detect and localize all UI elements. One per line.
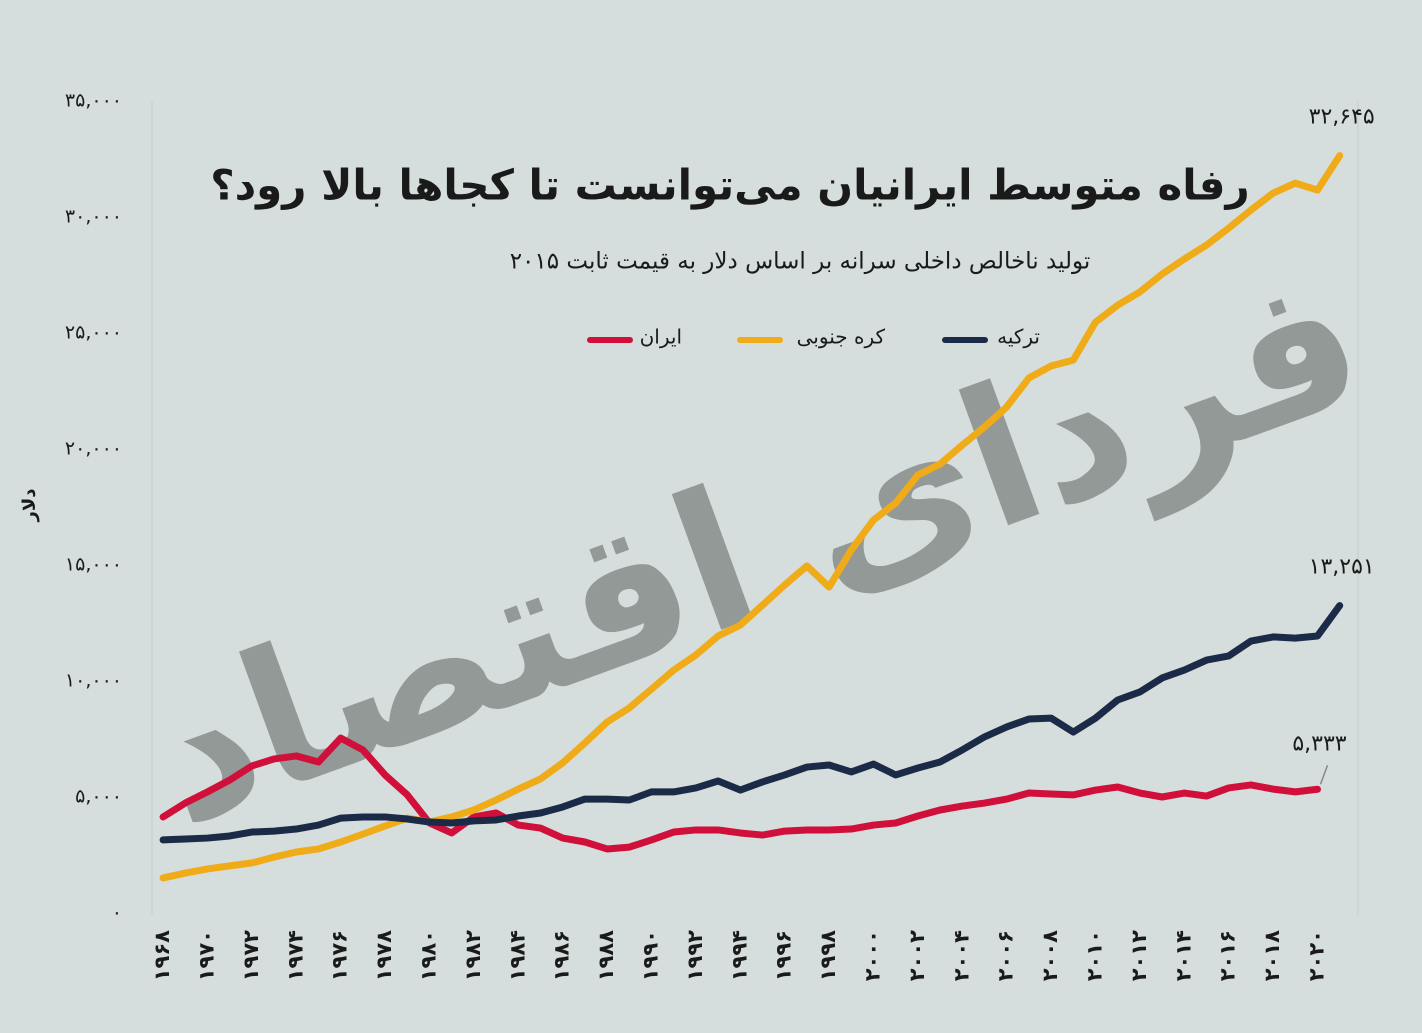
x-tick-label: ۱۹۷۸ [372,930,396,981]
x-tick-label: ۱۹۷۴ [283,930,307,981]
x-tick-label: ۱۹۸۰ [417,930,441,981]
y-tick-label: ۱۵,۰۰۰ [65,554,122,576]
x-tick-label: ۱۹۸۸ [594,930,618,981]
series-line [159,734,1321,853]
x-tick-label: ۲۰۱۰ [1083,930,1107,981]
y-tick-label: ۳۵,۰۰۰ [65,90,122,112]
y-tick-label: ۵,۰۰۰ [75,786,122,808]
x-tick-label: ۲۰۱۸ [1260,930,1284,981]
x-tick-label: ۲۰۰۴ [949,930,973,981]
chart-subtitle: تولید ناخالص داخلی سرانه بر اساس دلار به… [510,249,1091,275]
x-tick-label: ۲۰۱۶ [1216,930,1240,981]
y-tick-label: ۳۰,۰۰۰ [65,206,122,228]
y-tick-label: ۲۰,۰۰۰ [65,438,122,460]
y-tick-label: ۱۰,۰۰۰ [65,670,122,692]
y-axis-label: دلار [19,488,40,522]
x-tick-label: ۱۹۸۶ [550,930,574,981]
legend-label: ترکیه [997,325,1040,349]
x-tick-label: ۲۰۱۴ [1171,930,1195,981]
legend-label: ایران [640,325,682,349]
x-tick-label: ۲۰۰۲ [905,930,929,981]
x-tick-label: ۲۰۲۰ [1305,930,1329,981]
y-tick-label: ۲۵,۰۰۰ [65,322,122,344]
x-tick-label: ۲۰۰۶ [994,930,1018,981]
watermark: فردای اقتصاد [122,227,1390,870]
x-tick-label: ۱۹۹۲ [683,930,707,981]
data-label: ۳۲,۶۴۵ [1309,105,1375,130]
x-tick-label: ۱۹۷۲ [239,930,263,981]
x-tick-label: ۱۹۷۶ [328,930,352,981]
x-tick-label: ۲۰۰۰ [861,930,885,981]
x-tick-label: ۱۹۹۴ [727,930,751,981]
x-tick-label: ۱۹۹۸ [816,930,840,981]
y-tick-label: ۰ [112,902,122,924]
leader-line [1319,765,1329,785]
series-line [159,602,1344,844]
x-tick-label: ۱۹۹۰ [639,930,663,981]
x-tick-label: ۲۰۱۲ [1127,930,1151,981]
x-tick-label: ۱۹۸۲ [461,930,485,981]
x-tick-label: ۱۹۸۴ [505,930,529,981]
data-label: ۱۳,۲۵۱ [1309,555,1375,580]
x-tick-label: ۱۹۶۸ [150,930,174,981]
chart-title: رفاه متوسط ایرانیان می‌توانست تا کجاها ب… [210,161,1249,211]
x-tick-label: ۲۰۰۸ [1038,930,1062,981]
data-label: ۵,۳۳۳ [1292,731,1346,756]
x-tick-label: ۱۹۹۶ [772,930,796,981]
legend-label: کره جنوبی [797,325,886,349]
series-line [159,152,1344,882]
x-tick-label: ۱۹۷۰ [195,930,219,981]
